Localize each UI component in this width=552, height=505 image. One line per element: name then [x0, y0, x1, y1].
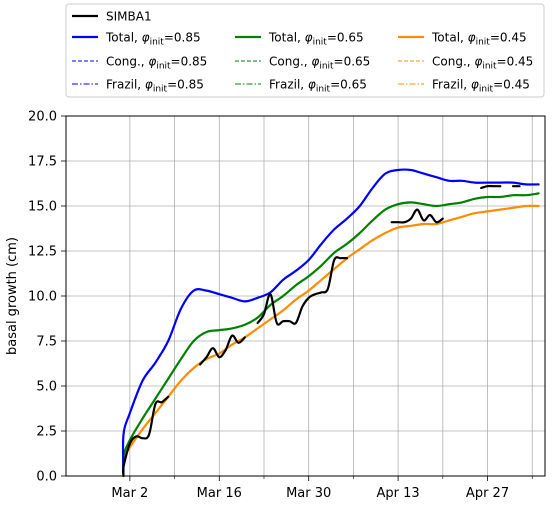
series-simba1: [121, 184, 521, 478]
legend-entry: Total, φinit=0.45: [398, 31, 527, 48]
legend-entry: Total, φinit=0.65: [235, 31, 364, 48]
legend-entry: Total, φinit=0.85: [72, 31, 201, 48]
y-axis-title: basal growth (cm): [5, 237, 20, 355]
legend-entry: Cong., φinit=0.45: [398, 55, 533, 72]
legend-label: Frazil, φinit=0.45: [432, 78, 530, 95]
series-total-init-0-45: [121, 204, 540, 476]
series-line: [480, 184, 502, 190]
legend-label: Frazil, φinit=0.85: [106, 78, 204, 95]
x-tick-label: Apr 13: [377, 486, 420, 501]
x-tick-label: Mar 2: [111, 486, 148, 501]
legend-label: Cong., φinit=0.65: [269, 55, 370, 72]
y-tick-label: 10.0: [28, 290, 57, 305]
legend-label: Cong., φinit=0.45: [432, 55, 533, 72]
legend-entry: Frazil, φinit=0.65: [235, 78, 367, 95]
legend-box: [65, 3, 545, 98]
x-tick-label: Mar 16: [197, 486, 242, 501]
legend: SIMBA1 Total, φinit=0.85 Cong., φinit=0.85…: [65, 3, 545, 98]
y-tick-label: 12.5: [28, 245, 57, 260]
series-line: [256, 256, 349, 326]
series-line: [199, 334, 246, 366]
y-tick-label: 7.5: [36, 335, 57, 350]
legend-label: Total, φinit=0.45: [431, 31, 527, 48]
legend-label: Total, φinit=0.65: [268, 31, 364, 48]
y-tick-label: 17.5: [28, 155, 57, 170]
y-tick-label: 2.5: [36, 425, 57, 440]
y-tick-label: 20.0: [28, 110, 57, 125]
legend-entry: SIMBA1: [72, 10, 152, 24]
series-line: [121, 168, 540, 474]
plot-area: Mar 2 Mar 16 Mar 30 Apr 13 Apr 27 0.0 2.5 5.0 7.…: [28, 110, 546, 501]
legend-entry: Frazil, φinit=0.45: [398, 78, 530, 95]
legend-entry: Frazil, φinit=0.85: [72, 78, 204, 95]
series-line: [121, 395, 170, 478]
series-line: [121, 192, 540, 476]
series-layer: [121, 168, 546, 478]
series-total-init-0-65: [121, 192, 540, 476]
x-tick-label: Apr 27: [466, 486, 509, 501]
series-line: [390, 208, 444, 224]
legend-label: Total, φinit=0.85: [105, 31, 201, 48]
ticks: Mar 2 Mar 16 Mar 30 Apr 13 Apr 27 0.0 2.5 5.0 7.…: [28, 110, 533, 501]
legend-entry: Cong., φinit=0.65: [235, 55, 370, 72]
x-tick-label: Mar 30: [286, 486, 331, 501]
y-tick-label: 0.0: [36, 470, 57, 485]
y-tick-label: 5.0: [36, 380, 57, 395]
legend-label: SIMBA1: [106, 10, 152, 24]
legend-label: Frazil, φinit=0.65: [269, 78, 367, 95]
legend-entry: Cong., φinit=0.85: [72, 55, 207, 72]
series-line: [121, 204, 540, 476]
series-total-init-0-85: [121, 168, 540, 474]
y-tick-label: 15.0: [28, 200, 57, 215]
legend-label: Cong., φinit=0.85: [106, 55, 207, 72]
